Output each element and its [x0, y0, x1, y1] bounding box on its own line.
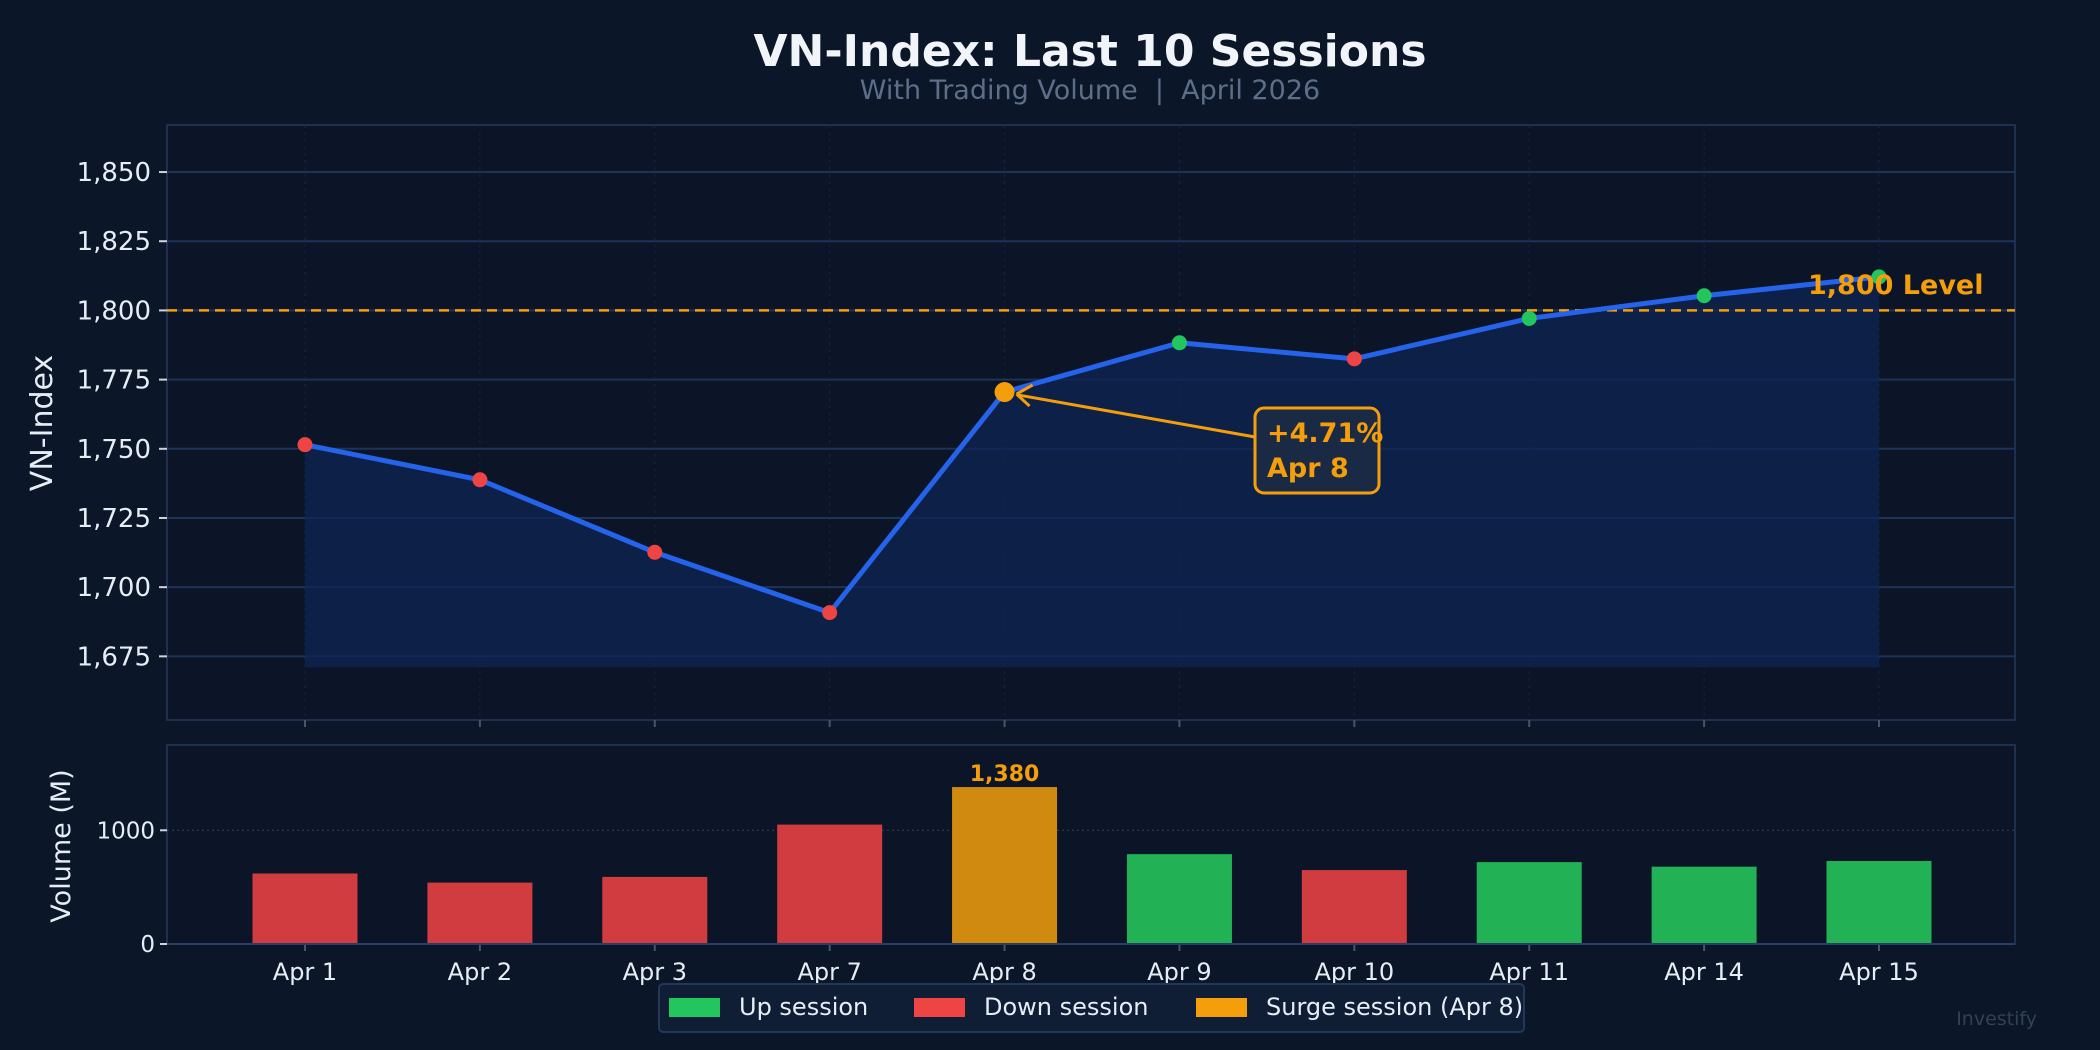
x-tick-label: Apr 11	[1489, 958, 1569, 986]
legend-swatch-up	[669, 998, 720, 1017]
annotation-box	[1253, 406, 1381, 495]
x-tick-label: Apr 2	[448, 958, 512, 986]
x-tick-label: Apr 14	[1664, 958, 1744, 986]
annotation-change: +4.71%	[1267, 418, 1383, 449]
volume-bar-down	[777, 824, 883, 944]
price-point-down	[472, 472, 488, 488]
x-tick-label: Apr 3	[623, 958, 687, 986]
price-point-surge	[994, 382, 1015, 403]
volume-bar-up	[1126, 854, 1232, 944]
price-point-down	[647, 544, 663, 560]
annotation-arrowhead	[1015, 383, 1034, 408]
x-tick-label: Apr 8	[972, 958, 1036, 986]
price-point-up	[1871, 269, 1887, 285]
price-point-down	[822, 605, 838, 621]
y-axis-label: VN-Index	[25, 355, 60, 491]
price-point-up	[1521, 310, 1537, 326]
y-tick-label: 1,850	[77, 158, 151, 188]
chart-subtitle: With Trading Volume | April 2026	[860, 75, 1320, 106]
volume-bar-down	[252, 873, 358, 944]
legend-swatch-surge	[1196, 998, 1247, 1017]
legend-box	[658, 983, 1525, 1033]
price-point-up	[1171, 335, 1187, 351]
volume-bar-up	[1826, 860, 1932, 944]
y-axis-label: Volume (M)	[46, 769, 77, 922]
annotation-date: Apr 8	[1267, 453, 1349, 484]
y-tick-label: 1,800	[77, 296, 151, 326]
y-tick-label: 1,725	[77, 504, 151, 534]
x-tick-label: Apr 7	[797, 958, 861, 986]
reference-line-label: 1,800 Level	[1808, 270, 1984, 301]
legend-label-down: Down session	[984, 993, 1148, 1021]
price-panel: 1,675 1,700 1,725 1,750 1,775 1,800 1,825 1,850…	[25, 124, 2016, 727]
volume-bar-surge	[952, 787, 1058, 944]
y-tick-label: 1000	[96, 818, 155, 844]
y-tick-label: 1,775	[77, 366, 151, 396]
price-point-down	[1346, 351, 1362, 367]
y-tick-label: 1,700	[77, 573, 151, 603]
chart-title: VN-Index: Last 10 Sessions	[753, 26, 1426, 77]
annotation-arrow	[1018, 393, 1256, 439]
x-tick-label: Apr 15	[1839, 958, 1919, 986]
y-tick-label: 0	[140, 932, 155, 958]
x-tick-label: Apr 10	[1314, 958, 1394, 986]
y-tick-label: 1,750	[77, 435, 151, 465]
price-line	[304, 274, 1880, 616]
volume-bar-down	[1301, 870, 1407, 944]
y-tick-label: 1,825	[77, 227, 151, 257]
price-point-up	[1696, 288, 1712, 304]
x-tick-label: Apr 9	[1147, 958, 1211, 986]
legend-label-up: Up session	[739, 993, 868, 1021]
legend-label-surge: Surge session (Apr 8)	[1266, 993, 1523, 1021]
bar-data-label: 1,380	[970, 762, 1040, 787]
watermark: Investify	[1956, 1008, 2037, 1030]
y-tick-label: 1,675	[77, 642, 151, 672]
volume-bar-up	[1476, 862, 1582, 944]
x-tick-label: Apr 1	[273, 958, 337, 986]
volume-bar-up	[1651, 866, 1757, 944]
legend: Up session Down session Surge session (Apr…	[658, 983, 1525, 1033]
legend-swatch-down	[914, 998, 965, 1017]
volume-panel: 0 1000 Apr 1 Apr 2 Apr 3 Apr 7 Apr 8 Apr 9 Apr 1…	[46, 744, 2016, 986]
price-point-down	[297, 437, 313, 453]
volume-bar-down	[427, 882, 533, 944]
volume-bar-down	[602, 876, 708, 944]
